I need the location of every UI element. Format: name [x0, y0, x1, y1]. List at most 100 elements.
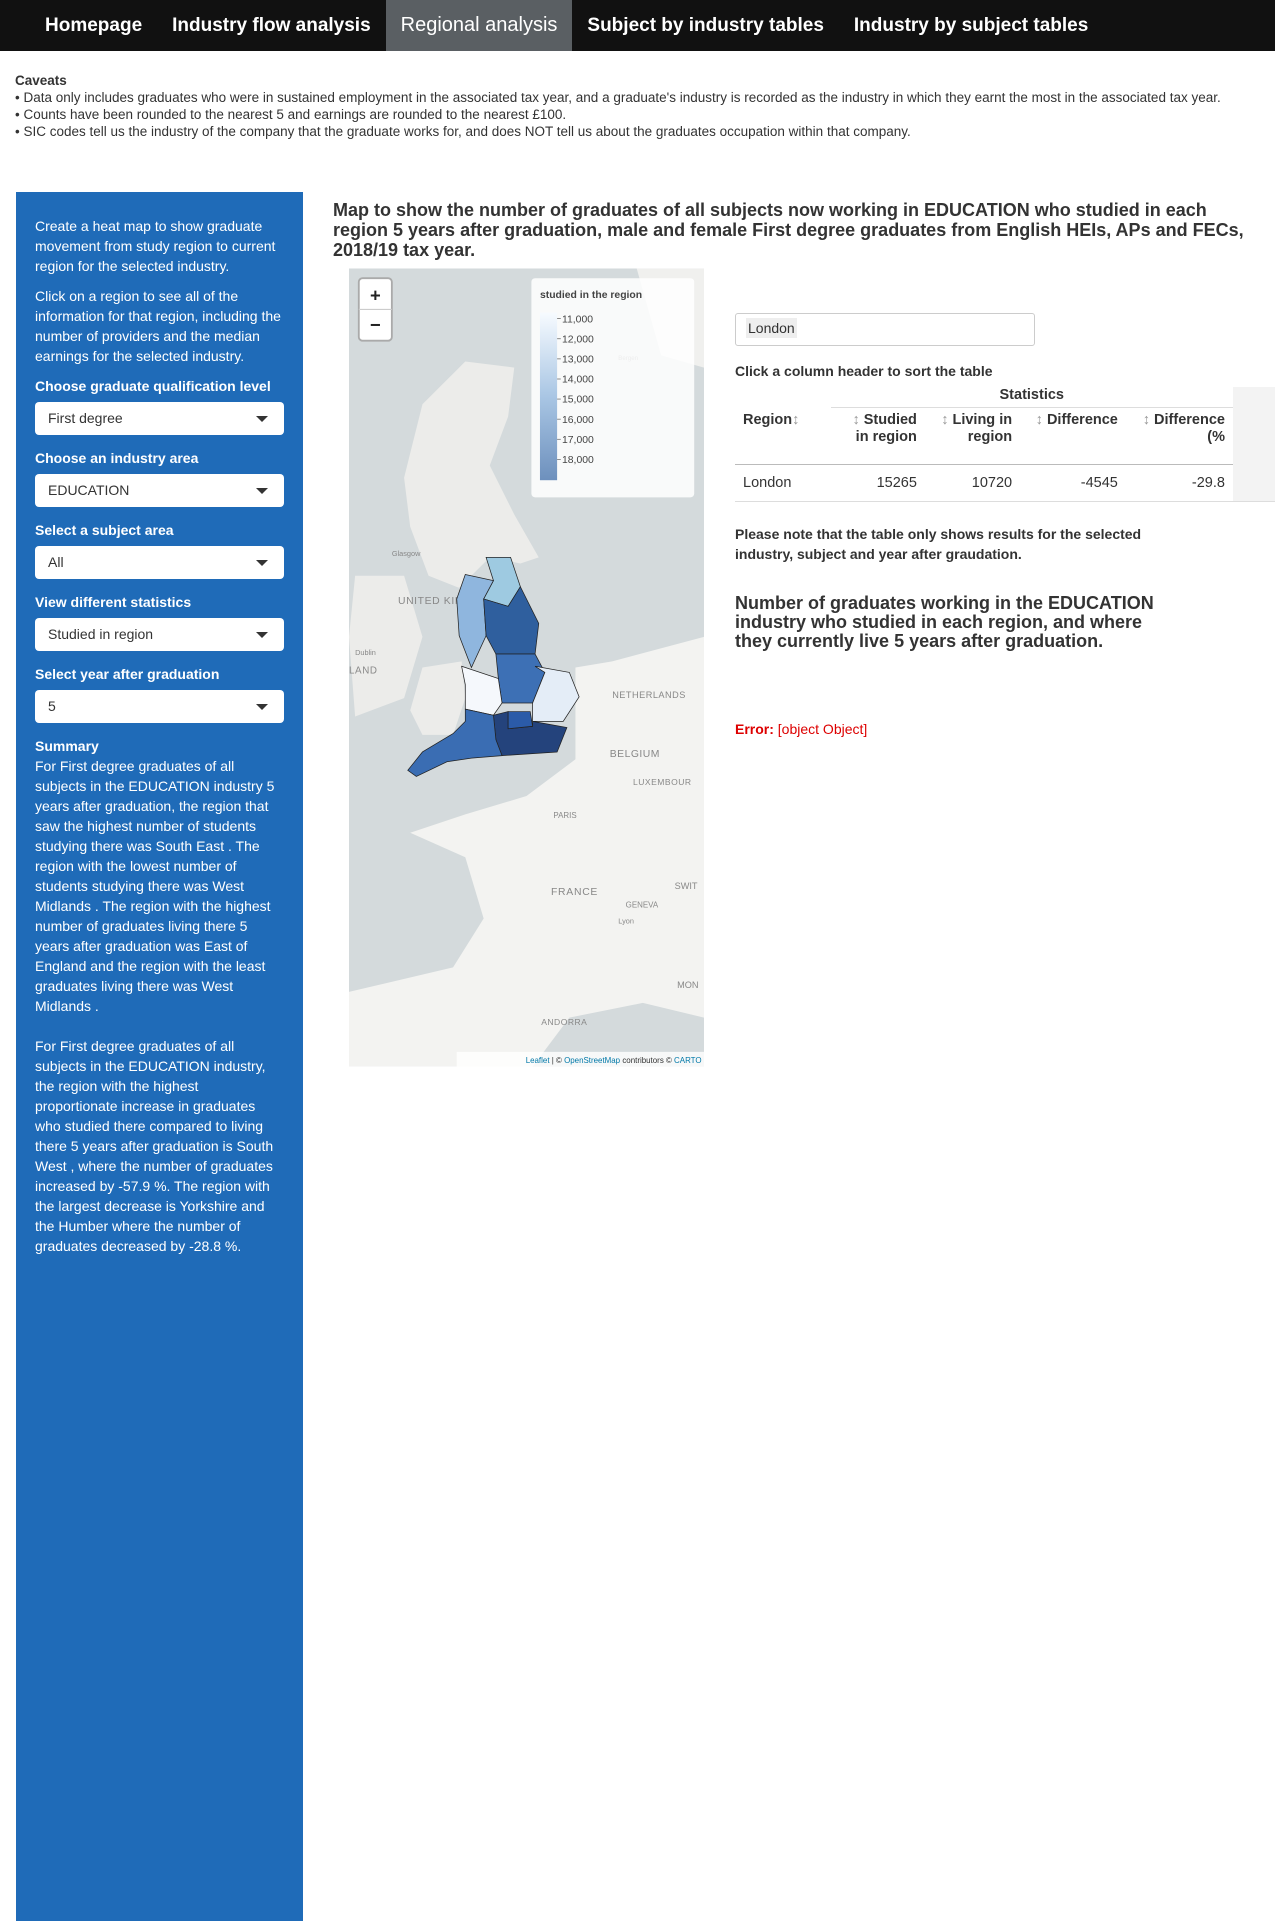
summary-text: For First degree graduates of all subjec… [35, 758, 275, 1014]
control-label: Select year after graduation [35, 666, 220, 682]
place-label: LUXEMBOUR [633, 777, 692, 787]
group-header: Statistics [830, 387, 1233, 408]
spacer [1232, 387, 1275, 408]
attribution-link[interactable]: OpenStreetMap [564, 1056, 621, 1065]
nav-bar: Homepage Industry flow analysis Regional a… [0, 0, 1275, 51]
sort-icon: ↕ [1035, 412, 1047, 428]
zoom-out[interactable]: − [370, 314, 381, 335]
land [349, 575, 423, 717]
land [404, 361, 539, 588]
dropdown[interactable]: First degree [35, 402, 284, 435]
table-cell: 10720 [924, 464, 1021, 502]
attribution-link[interactable]: Leaflet [526, 1056, 551, 1065]
legend-label: 13,000 [562, 355, 594, 366]
section-title: Number of graduates working in the EDUCA… [735, 593, 1154, 651]
regions [407, 556, 580, 777]
legend-label: 17,000 [562, 435, 594, 446]
sort-icon: ↕ [852, 412, 864, 428]
region[interactable] [507, 711, 534, 730]
legend-label: 18,000 [562, 455, 594, 466]
table-panel: London Click a column header to sort the… [735, 313, 1275, 913]
column-title: Difference [1046, 412, 1118, 428]
column-header[interactable]: Region↕ [735, 407, 831, 465]
column-title: Studied in region [855, 412, 917, 445]
place-label: UNITED KINGDOM [398, 596, 498, 607]
nav-item[interactable]: Regional analysis [385, 0, 573, 51]
nav-item[interactable]: Industry by subject tables [853, 15, 1089, 36]
sort-icon: ↕ [1142, 412, 1155, 428]
table-row: London 15265 10720 -4545 -29.8 [735, 464, 1275, 502]
place-label: SWIT [675, 881, 698, 891]
region[interactable] [456, 574, 495, 669]
land [410, 661, 466, 735]
spacer [1232, 464, 1275, 502]
column-header[interactable]: ↕ Living in region [924, 407, 1021, 465]
table-cell: 15265 [830, 464, 925, 502]
intro-text: Click on a region to see all of the info… [35, 288, 281, 364]
sort-icon: ↕ [792, 411, 800, 428]
place-label: ANDORRA [541, 1017, 587, 1027]
place-label: LAND [349, 666, 378, 677]
legend-label: 15,000 [562, 395, 594, 406]
sidebar: Create a heat map to show graduate movem… [16, 192, 303, 1921]
column-header[interactable]: ↕ Studied in region [830, 407, 925, 465]
region[interactable] [532, 665, 580, 722]
search-box[interactable]: London [735, 313, 1035, 346]
summary-text: For First degree graduates of all subjec… [35, 1038, 274, 1254]
sea [532, 1002, 704, 1067]
legend-label: 12,000 [562, 334, 594, 345]
summary: For First degree graduates of all subjec… [35, 756, 284, 1256]
legend-label: 14,000 [562, 375, 594, 386]
place-label: MON [677, 980, 698, 990]
column-title: Region [743, 411, 793, 428]
spacer [1232, 407, 1275, 465]
error-label: Error: [735, 721, 774, 737]
place-label: FRANCE [551, 887, 598, 898]
summary-title: Summary [35, 738, 99, 754]
nav-item[interactable]: Homepage [45, 15, 143, 36]
caveat: • SIC codes tell us the industry of the … [15, 124, 911, 139]
place-label: PARIS [553, 811, 576, 820]
caveat: • Counts have been rounded to the neares… [15, 107, 567, 122]
sort-hint: Click a column header to sort the table [735, 363, 993, 379]
place-label: BELGIUM [610, 749, 660, 760]
place-label: Dublin [355, 648, 376, 657]
nav-item[interactable]: Industry flow analysis [172, 15, 371, 36]
table-cell: -4545 [1020, 464, 1126, 502]
main-title: Map to show the number of graduates of a… [333, 200, 1244, 260]
zoom-in[interactable]: + [370, 284, 381, 305]
data-table: Statistics Region↕ ↕ Studied in region ↕ … [735, 387, 1275, 502]
dropdown[interactable]: 5 [35, 690, 284, 723]
region[interactable] [483, 585, 540, 655]
dropdown[interactable]: Studied in region [35, 618, 284, 651]
dropdown[interactable]: EDUCATION [35, 474, 284, 507]
attribution-text: contributors © [620, 1056, 674, 1065]
place-label: GENEVA [626, 900, 659, 909]
control-label: Choose graduate qualification level [35, 378, 271, 394]
region[interactable] [407, 708, 503, 777]
legend-labels: 11,000 12,000 13,000 14,000 15,000 16,000 17,0… [557, 314, 594, 466]
dropdown[interactable]: All [35, 546, 284, 579]
place-label: NETHERLANDS [612, 690, 686, 700]
caveats: Caveats • Data only includes graduates w… [15, 72, 1260, 140]
column-header[interactable]: ↕ Difference (% [1125, 407, 1233, 465]
column-header[interactable]: ↕ Difference [1020, 407, 1126, 465]
attribution-text: | © [550, 1056, 565, 1065]
intro: Create a heat map to show graduate movem… [35, 216, 284, 366]
caveats-title: Caveats [15, 73, 67, 88]
attribution-link[interactable]: CARTO [674, 1056, 702, 1065]
caveat: • Data only includes graduates who were … [15, 90, 1221, 105]
map[interactable]: Bergen Glasgow UNITED KINGDOM Dublin LAN… [349, 268, 704, 1067]
place-labels: Bergen Glasgow UNITED KINGDOM Dublin LAN… [349, 355, 698, 1027]
column-title: Difference (% [1154, 412, 1225, 445]
legend-title: studied in the region [540, 290, 642, 301]
spacer [735, 387, 831, 408]
controls: Choose graduate qualification level First… [35, 376, 284, 723]
legend [531, 278, 695, 498]
search-value: London [746, 318, 797, 338]
column-title: Living in region [952, 412, 1013, 445]
nav-item[interactable]: Subject by industry tables [587, 15, 824, 36]
sort-icon: ↕ [941, 412, 953, 428]
legend-label: 11,000 [562, 314, 593, 325]
